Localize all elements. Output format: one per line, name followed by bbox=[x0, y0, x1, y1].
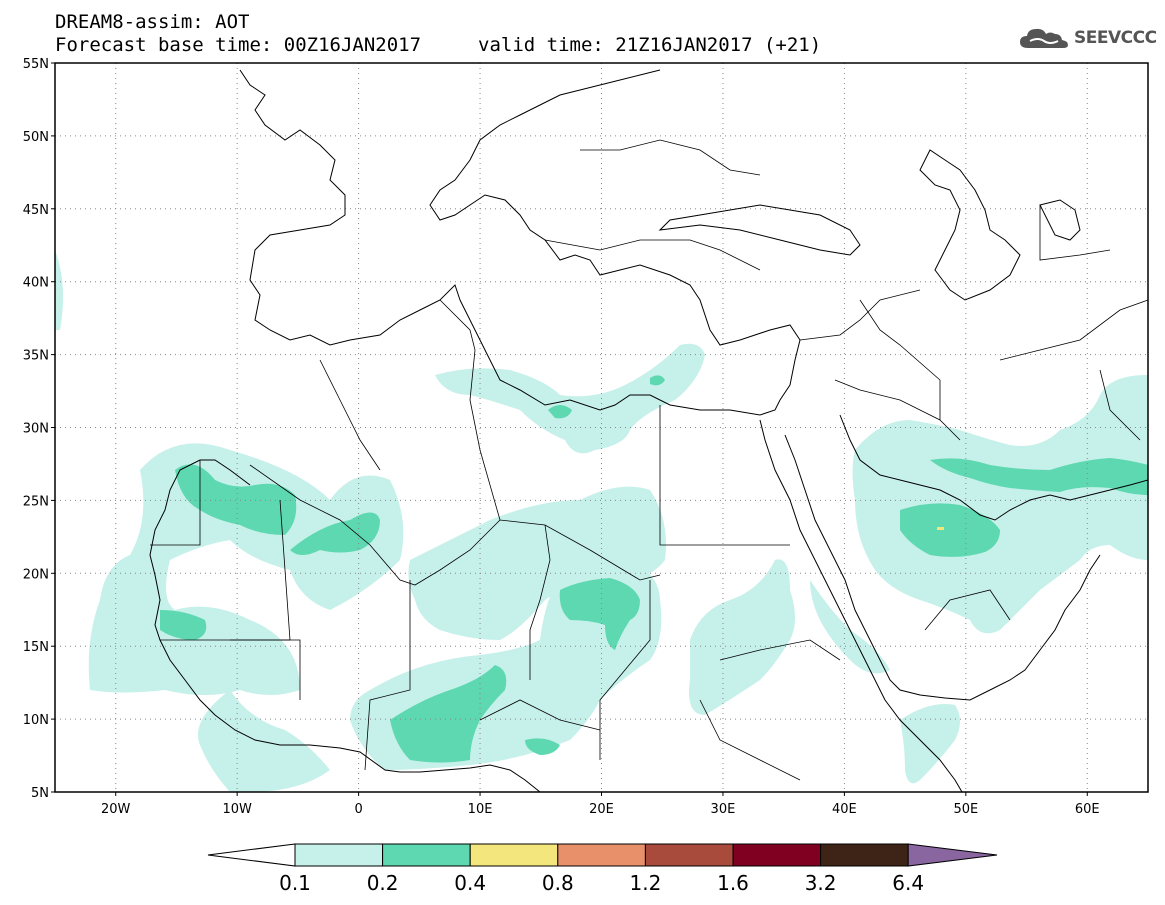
lat-tick-label: 15N bbox=[23, 640, 49, 655]
aot-band-0-1 bbox=[55, 250, 1148, 792]
colorbar-label: 6.4 bbox=[892, 871, 924, 895]
colorbar-high-arrow bbox=[907, 843, 998, 867]
lat-tick-label: 30N bbox=[23, 422, 49, 437]
lat-tick-label: 40N bbox=[23, 276, 49, 291]
lon-tick-label: 20E bbox=[589, 802, 614, 817]
map-title: DREAM8-assim: AOT bbox=[55, 11, 250, 33]
valid-time: valid time: 21Z16JAN2017 (+21) bbox=[478, 34, 822, 56]
forecast-base-time: Forecast base time: 00Z16JAN2017 bbox=[55, 34, 422, 56]
lon-tick-label: 40E bbox=[832, 802, 857, 817]
colorbar-labels: 0.1 0.2 0.4 0.8 1.2 1.6 3.2 6.4 bbox=[279, 871, 924, 895]
colorbar-box bbox=[469, 843, 559, 867]
lat-tick-label: 45N bbox=[23, 203, 49, 218]
colorbar-box bbox=[382, 843, 471, 867]
lat-tick-label: 20N bbox=[23, 567, 49, 582]
lon-tick-label: 60E bbox=[1075, 802, 1100, 817]
seevccc-logo: SEEVCCC bbox=[1018, 26, 1157, 50]
aot-band-0-2 bbox=[160, 375, 1148, 763]
colorbar-box bbox=[644, 843, 734, 867]
colorbar-box bbox=[557, 843, 646, 867]
lat-tick-label: 10N bbox=[23, 713, 49, 728]
longitude-labels: 20W 10W 0 10E 20E 30E 40E 50E 60E bbox=[101, 792, 1100, 817]
colorbar-box bbox=[732, 843, 822, 867]
coastlines bbox=[149, 69, 1148, 792]
colorbar-label: 1.6 bbox=[717, 871, 749, 895]
lat-tick-label: 35N bbox=[23, 349, 49, 364]
colorbar-label: 3.2 bbox=[805, 871, 837, 895]
country-borders bbox=[150, 139, 1148, 781]
lat-tick-label: 50N bbox=[23, 130, 49, 145]
lon-tick-label: 0 bbox=[354, 802, 362, 817]
aot-band-0-4 bbox=[937, 527, 944, 530]
colorbar-label: 0.8 bbox=[542, 871, 574, 895]
lat-tick-label: 25N bbox=[23, 494, 49, 509]
colorbar-label: 1.2 bbox=[629, 871, 661, 895]
colorbar-label: 0.4 bbox=[454, 871, 486, 895]
latitude-labels: 55N 50N 45N 40N 35N 30N 25N 20N 15N 10N 5N bbox=[23, 57, 55, 801]
lat-tick-label: 5N bbox=[31, 786, 49, 801]
lat-tick-label: 55N bbox=[23, 57, 49, 72]
colorbar-box bbox=[820, 843, 909, 867]
colorbar-label: 0.1 bbox=[279, 871, 311, 895]
cloud-icon bbox=[1020, 28, 1068, 48]
aot-fields bbox=[55, 250, 1148, 792]
lon-tick-label: 20W bbox=[101, 802, 131, 817]
lon-tick-label: 10W bbox=[222, 802, 252, 817]
lon-tick-label: 10E bbox=[468, 802, 493, 817]
colorbar-label: 0.2 bbox=[367, 871, 399, 895]
colorbar bbox=[207, 843, 998, 867]
logo-text: SEEVCCC bbox=[1074, 28, 1157, 48]
colorbar-low-arrow bbox=[207, 843, 296, 867]
colorbar-box bbox=[294, 843, 384, 867]
graticule bbox=[55, 63, 1148, 792]
lon-tick-label: 30E bbox=[711, 802, 736, 817]
lon-tick-label: 50E bbox=[953, 802, 978, 817]
